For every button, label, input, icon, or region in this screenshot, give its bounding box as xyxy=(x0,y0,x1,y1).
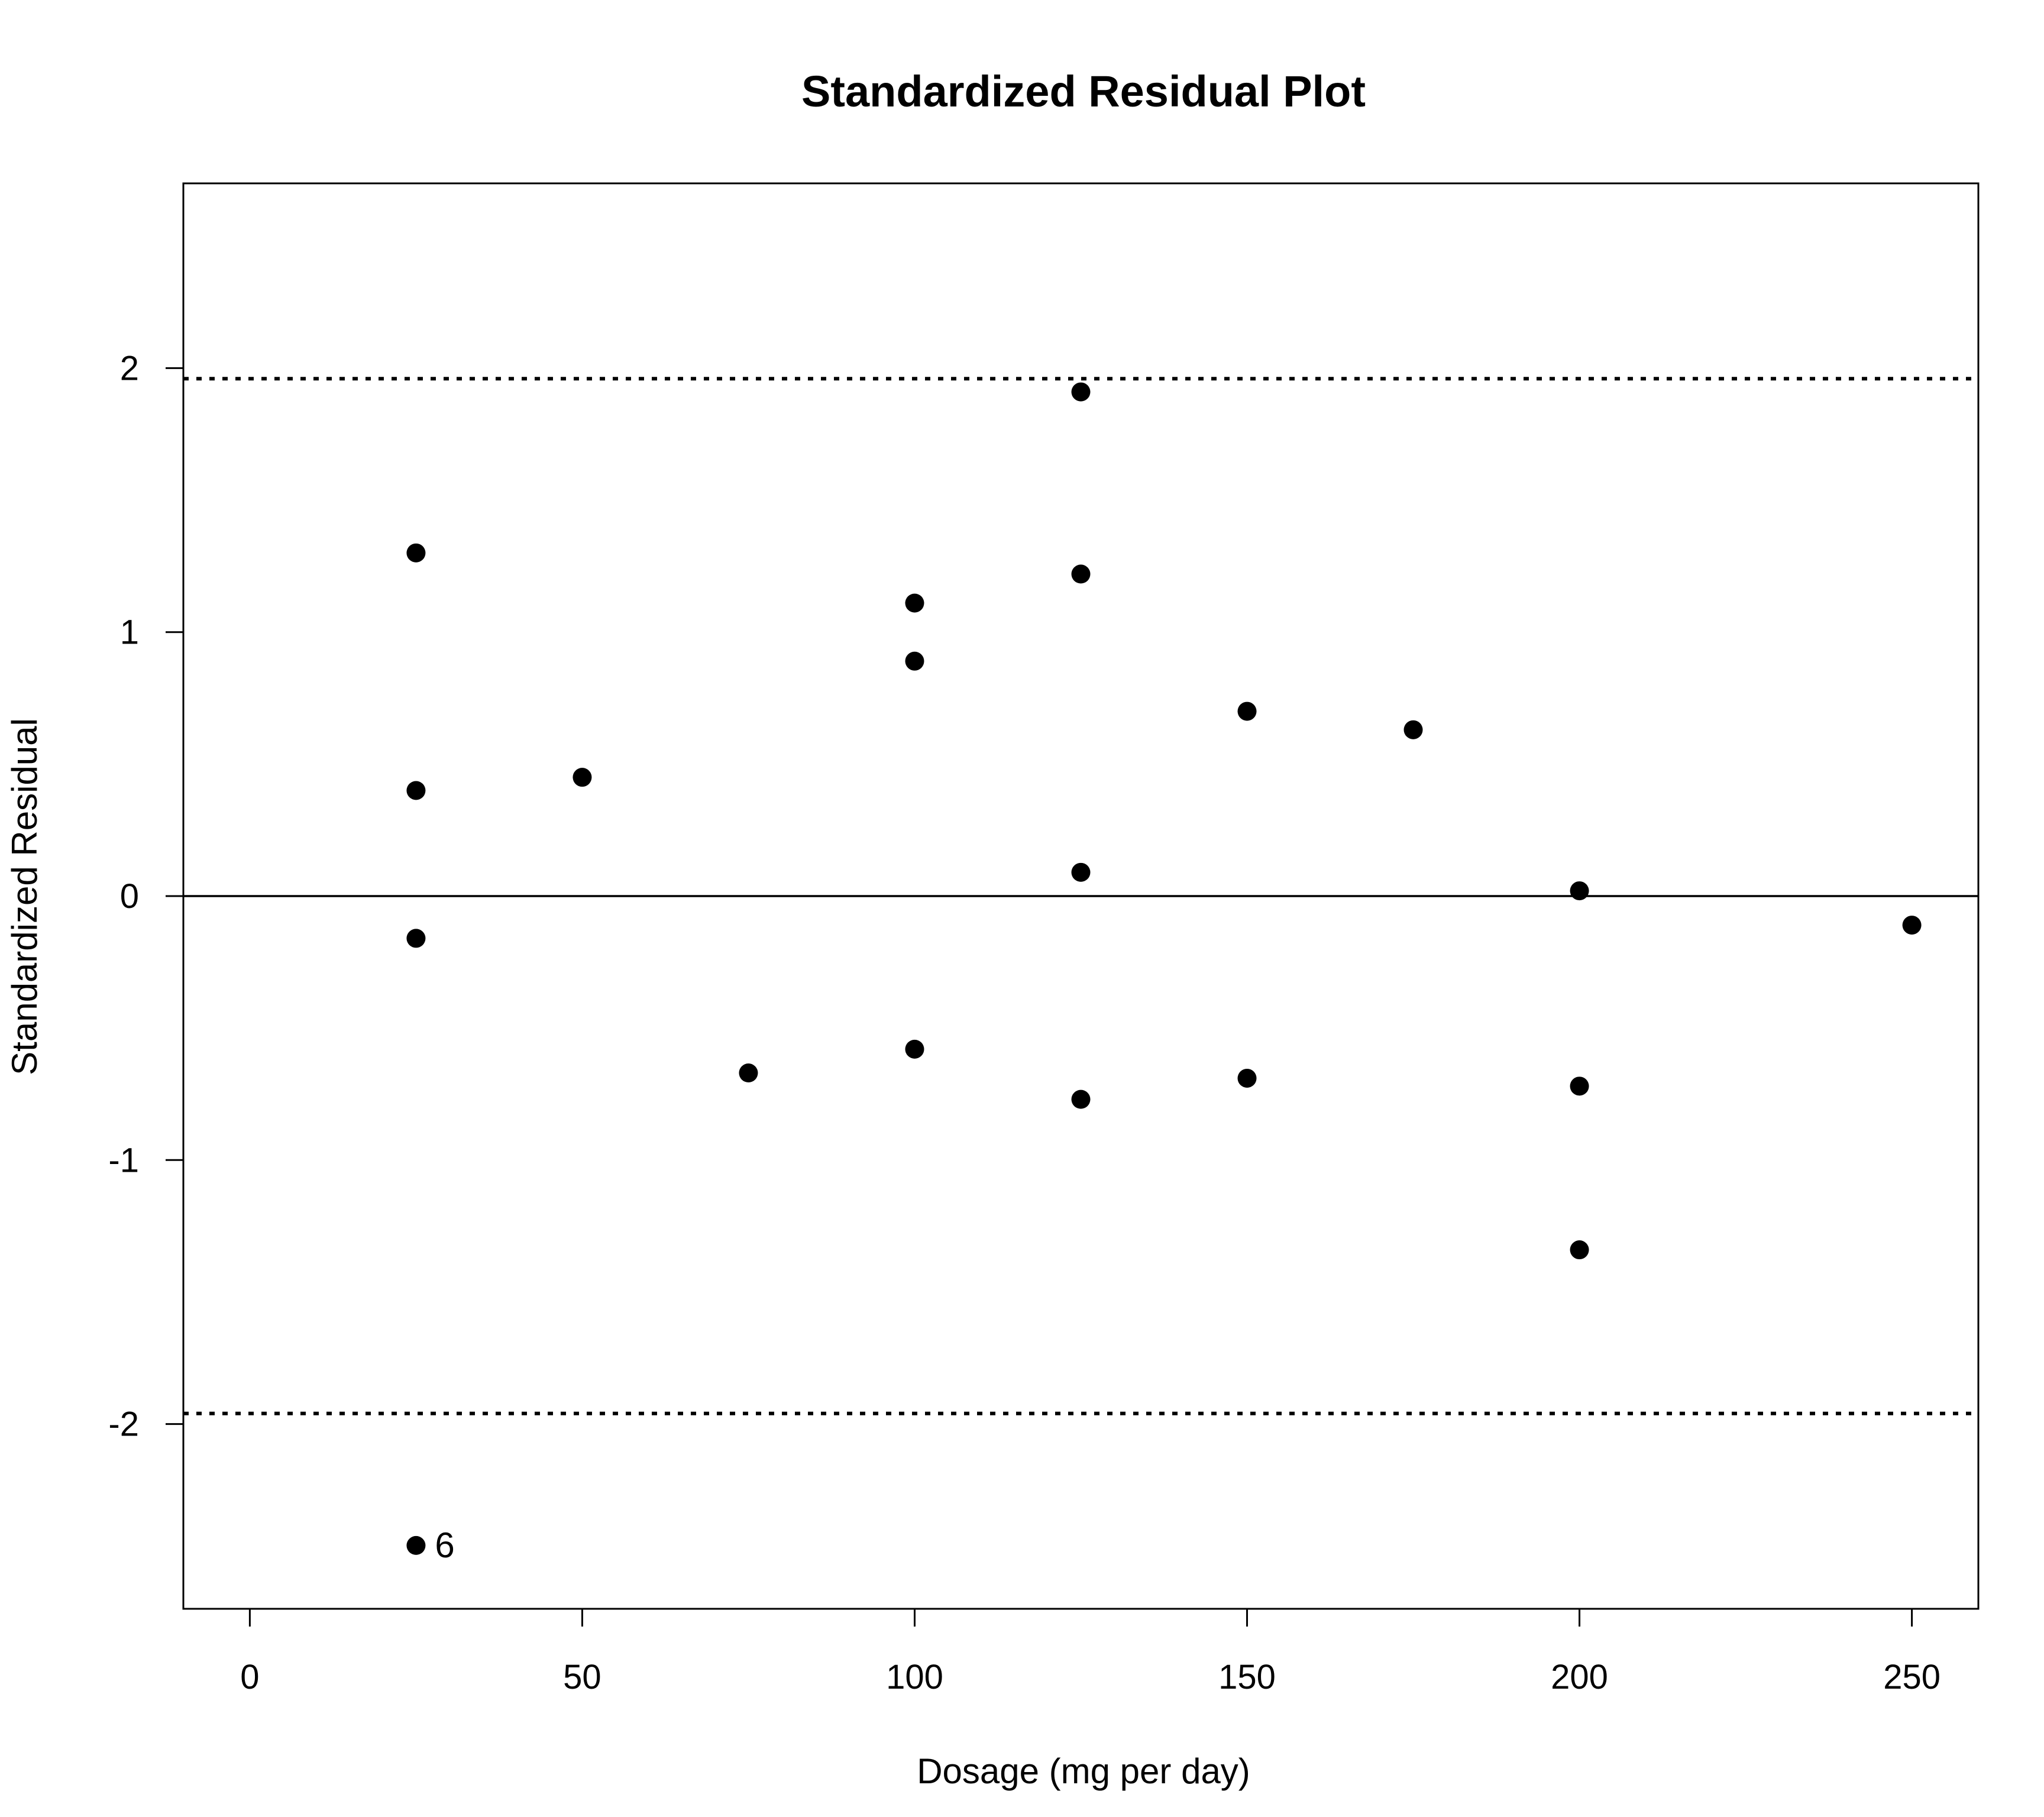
x-tick-label: 250 xyxy=(1883,1658,1940,1696)
data-point xyxy=(1071,564,1091,584)
data-point xyxy=(406,929,426,948)
data-point xyxy=(1403,720,1423,739)
data-point xyxy=(1071,1089,1091,1109)
x-axis-label: Dosage (mg per day) xyxy=(917,1751,1250,1791)
x-tick-label: 50 xyxy=(563,1658,601,1696)
x-axis: 0 50 100 150 200 250 xyxy=(240,1608,1940,1696)
data-point xyxy=(1902,916,1922,935)
point-label: 6 xyxy=(435,1525,454,1565)
data-point xyxy=(1570,1240,1589,1260)
y-tick-label: -2 xyxy=(108,1405,139,1444)
chart-title: Standardized Residual Plot xyxy=(801,67,1366,116)
y-tick-label: -1 xyxy=(108,1141,139,1179)
data-point xyxy=(1237,1068,1257,1088)
x-tick-label: 200 xyxy=(1551,1658,1608,1696)
y-axis-label: Standardized Residual xyxy=(5,718,44,1075)
y-axis: -2 -1 0 1 2 xyxy=(108,349,183,1444)
data-point xyxy=(1071,862,1091,882)
data-point xyxy=(406,1535,426,1555)
data-point xyxy=(573,768,592,787)
data-point xyxy=(1237,701,1257,721)
y-tick-label: 2 xyxy=(120,349,139,387)
data-point xyxy=(1570,1076,1589,1096)
reference-lines xyxy=(183,377,1978,1415)
data-point xyxy=(905,593,924,613)
x-tick-label: 0 xyxy=(240,1658,259,1696)
y-tick-label: 0 xyxy=(120,877,139,916)
data-point xyxy=(406,781,426,800)
data-point xyxy=(406,543,426,562)
y-tick-label: 1 xyxy=(120,613,139,652)
x-tick-label: 150 xyxy=(1218,1658,1276,1696)
data-point xyxy=(1570,881,1589,901)
data-points: 6 xyxy=(406,382,1922,1565)
data-point xyxy=(905,651,924,671)
data-point xyxy=(905,1039,924,1059)
data-point xyxy=(1071,382,1091,402)
x-tick-label: 100 xyxy=(886,1658,943,1696)
data-point xyxy=(739,1063,758,1083)
